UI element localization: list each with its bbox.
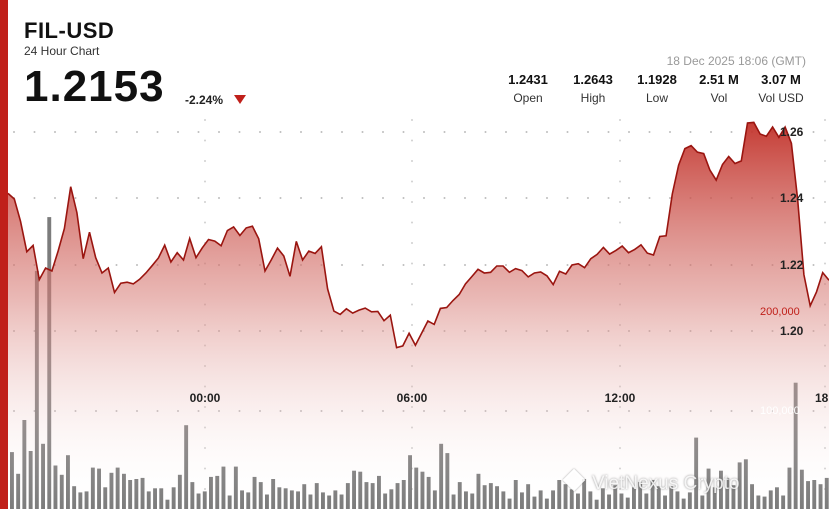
watermark: VietNexus Crypto	[562, 468, 740, 495]
volume-tick-label: 100,000	[760, 405, 800, 417]
chart-subtitle: 24 Hour Chart	[24, 44, 100, 58]
x-tick-label: 00:00	[190, 391, 221, 405]
stat-open-value: 1.2431	[508, 72, 548, 87]
stat-high: 1.2643 High	[558, 72, 628, 105]
stat-low: 1.1928 Low	[622, 72, 692, 105]
price-area	[8, 122, 829, 509]
volume-tick-label: 200,000	[760, 306, 800, 318]
y-tick-label: 1.24	[780, 191, 804, 205]
stat-high-label: High	[580, 91, 606, 105]
y-tick-label: 1.26	[780, 125, 804, 139]
stat-vol-value: 2.51 M	[699, 72, 739, 87]
price-line	[7, 121, 829, 349]
stat-vol-usd: 3.07 M Vol USD	[746, 72, 816, 105]
y-tick-label: 1.20	[780, 324, 804, 338]
stat-low-value: 1.1928	[637, 72, 677, 87]
accent-bar	[0, 0, 8, 509]
stat-high-value: 1.2643	[573, 72, 613, 87]
stat-open: 1.2431 Open	[493, 72, 563, 105]
stat-vol: 2.51 M Vol	[684, 72, 754, 105]
x-axis: 00:00 06:00 12:00 18:	[190, 391, 829, 405]
watermark-text: VietNexus Crypto	[592, 473, 740, 494]
stat-low-label: Low	[645, 91, 668, 105]
stat-open-label: Open	[513, 91, 543, 105]
stat-vol-usd-value: 3.07 M	[761, 72, 801, 87]
pair-title: FIL-USD	[24, 18, 115, 43]
current-price: 1.2153	[24, 62, 165, 111]
volume-axis: 200,000 100,000	[760, 306, 800, 417]
x-tick-label: 12:00	[605, 391, 636, 405]
x-tick-label: 18:	[815, 391, 829, 405]
stat-vol-label: Vol	[710, 91, 728, 105]
stat-vol-usd-label: Vol USD	[758, 91, 804, 105]
y-tick-label: 1.22	[780, 258, 804, 272]
timestamp: 18 Dec 2025 18:06 (GMT)	[666, 54, 806, 68]
y-axis: 1.26 1.24 1.22 1.20	[780, 125, 804, 338]
x-tick-label: 06:00	[397, 391, 428, 405]
price-change: -2.24%	[185, 93, 224, 107]
down-arrow-icon	[234, 95, 246, 104]
watermark-logo-icon	[562, 468, 586, 492]
